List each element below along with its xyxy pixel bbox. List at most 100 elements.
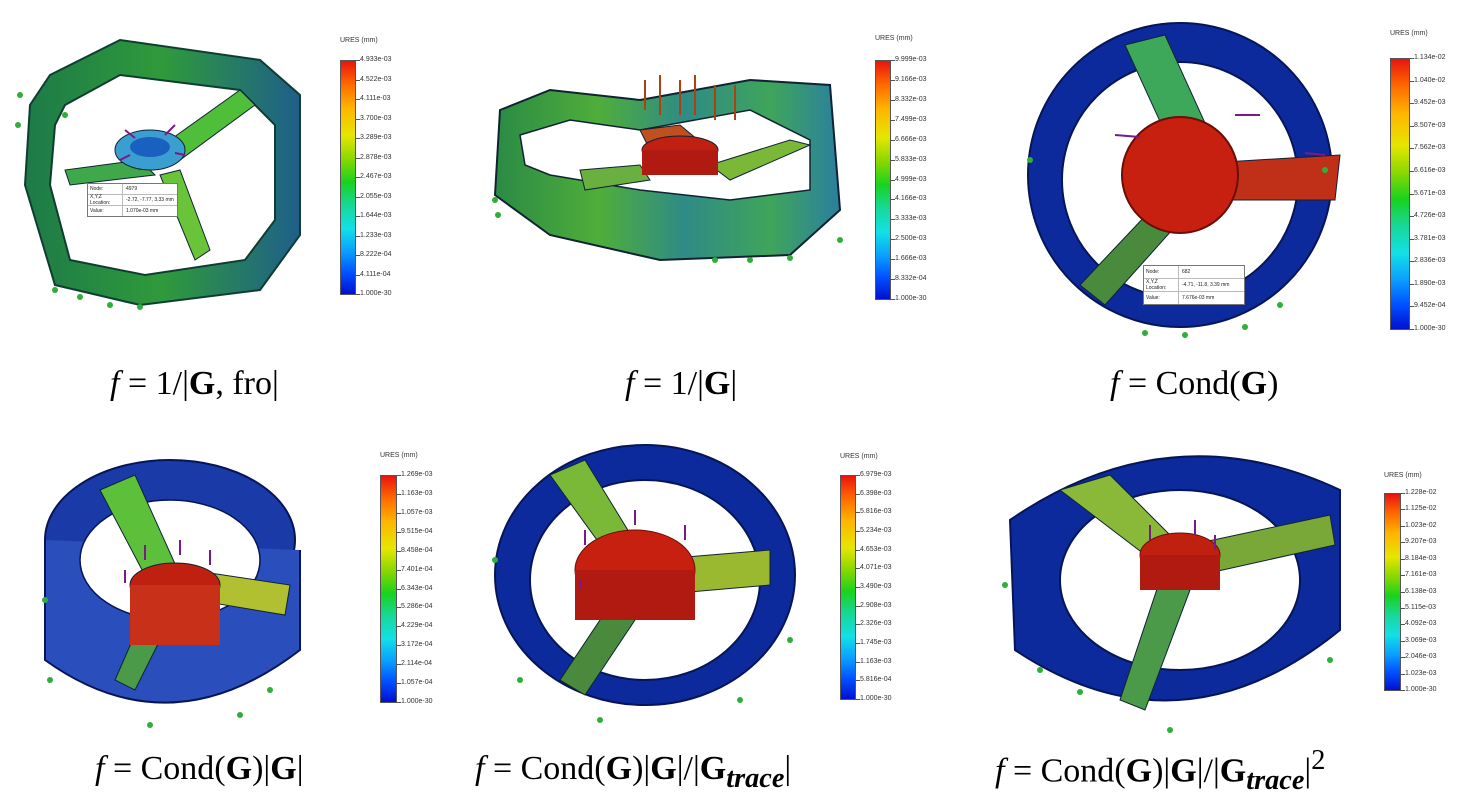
colorbar-tick-label: 5.671e-03 [1414, 189, 1446, 197]
caption-5: f = Cond(G)|G|/|Gtrace| [475, 750, 791, 795]
colorbar-tick-label: 5.816e-04 [860, 676, 892, 684]
node-tooltip: Node: 682 X,Y,Z Location: -4.71, -11.8, 3.… [1143, 265, 1245, 305]
colorbar-tick-label: 7.161e-03 [1405, 571, 1437, 579]
fea-model-6 [1002, 455, 1341, 733]
colorbar-tick-label: 5.816e-03 [860, 508, 892, 516]
colorbar-tick-mark [856, 661, 860, 663]
colorbar-tick-label: 4.726e-03 [1414, 212, 1446, 220]
colorbar-tick-mark [891, 60, 895, 61]
colorbar-tick-mark [356, 255, 360, 256]
fea-model-3 [1027, 22, 1341, 338]
colorbar-tick-mark [891, 299, 895, 300]
colorbar-tick-label: 2.878e-03 [360, 153, 392, 161]
colorbar-tick-mark [1401, 558, 1405, 560]
colorbar-tick-mark [1401, 575, 1405, 577]
colorbar-tick-mark [891, 219, 895, 221]
colorbar-tick-mark [1401, 591, 1405, 593]
tooltip-location-label: X,Y,Z Location: [88, 194, 123, 206]
colorbar-tick-mark [1401, 624, 1405, 626]
colorbar-tick-label: 5.115e-03 [1405, 603, 1437, 611]
caption-3: f = Cond(G) [1110, 365, 1278, 403]
colorbar-tick-label: 6.616e-03 [1414, 166, 1446, 174]
colorbar-tick-label: 1.666e-03 [895, 255, 927, 263]
colorbar-tick-mark [1410, 238, 1414, 240]
colorbar-tick-label: 1.057e-04 [401, 679, 433, 687]
caption-text: )| [1152, 752, 1171, 790]
colorbar-tick-mark [1410, 261, 1414, 263]
colorbar-title: URES (mm) [340, 37, 378, 44]
caption-bold-g: G [650, 750, 677, 787]
colorbar-tick-label: 3.490e-03 [860, 583, 892, 590]
colorbar-tick-mark [356, 235, 360, 237]
colorbar-tick-mark [397, 664, 401, 666]
panel-5: URES (mm) 6.979e-03 6.398e-03 5.816e-03 5.2… [490, 420, 980, 810]
colorbar-tick-label: 1.000e-30 [1405, 686, 1437, 693]
colorbar-tick-label: 5.833e-03 [895, 155, 927, 163]
colorbar-tick-mark [397, 588, 401, 590]
caption-bold-g: G [1125, 752, 1153, 790]
colorbar-tick-mark [397, 702, 401, 703]
caption-f: f [95, 750, 105, 787]
colorbar-tick-label: 8.184e-03 [1405, 554, 1437, 562]
fea-model-5 [492, 444, 796, 723]
colorbar-tick-label: 1.134e-02 [1414, 54, 1446, 61]
caption-6: f = Cond(G)|G|/|Gtrace|2 [995, 745, 1325, 797]
colorbar-tick-label: 6.343e-04 [401, 584, 433, 592]
colorbar-tick-label: 7.401e-04 [401, 565, 433, 573]
colorbar [1384, 493, 1401, 691]
colorbar-tick-label: 1.000e-30 [860, 695, 892, 702]
colorbar-tick-mark [1401, 690, 1405, 691]
colorbar-tick-mark [397, 475, 401, 476]
colorbar-tick-label: 4.111e-04 [360, 270, 391, 278]
tooltip-location-label: X,Y,Z Location: [1144, 279, 1179, 291]
colorbar-tick-label: 2.055e-03 [360, 192, 392, 200]
caption-f: f [1110, 365, 1120, 402]
fea-model-2 [492, 75, 843, 263]
colorbar-tick-mark [1410, 170, 1414, 172]
colorbar-tick-mark [397, 607, 401, 609]
caption-text: = 1/| [642, 365, 704, 402]
colorbar-tick-mark [891, 279, 895, 281]
colorbar-tick-mark [397, 626, 401, 628]
colorbar-tick-label: 5.234e-03 [860, 527, 892, 534]
colorbar-tick-mark [1401, 673, 1405, 675]
caption-text: |/| [676, 750, 700, 787]
colorbar-tick-label: 9.207e-03 [1405, 538, 1437, 546]
caption-text: fro| [232, 365, 279, 402]
colorbar-tick-mark [356, 60, 360, 61]
colorbar-tick-label: 7.562e-03 [1414, 144, 1446, 152]
colorbar-tick-label: 1.000e-30 [895, 295, 927, 302]
colorbar-tick-label: 8.458e-04 [401, 546, 433, 554]
caption-text: = Cond( [1127, 365, 1241, 402]
colorbar-tick-mark [891, 239, 895, 241]
colorbar-tick-mark [356, 177, 360, 178]
caption-text: | [784, 750, 792, 787]
panel-3: Node: 682 X,Y,Z Location: -4.71, -11.8, 3.… [980, 0, 1468, 420]
colorbar-tick-label: 9.166e-03 [895, 75, 927, 83]
colorbar-tick-mark [1410, 148, 1414, 150]
colorbar-tick-mark [856, 475, 860, 476]
caption-subscript: trace [726, 762, 785, 794]
tooltip-value-value: 7.676e-03 mm [1182, 295, 1215, 301]
caption-1: f = 1/|G, fro| [110, 365, 279, 403]
colorbar [380, 475, 397, 703]
colorbar-tick-label: 1.000e-30 [1414, 325, 1446, 332]
colorbar-tick-mark [891, 139, 895, 141]
caption-text: | [296, 750, 304, 787]
tooltip-value-label: Value: [1144, 292, 1179, 304]
caption-text: = 1/| [127, 365, 189, 402]
colorbar-tick-mark [356, 79, 360, 81]
caption-bold-g: G [699, 750, 727, 787]
colorbar-tick-mark [1410, 58, 1414, 59]
colorbar-tick-label: 6.398e-03 [860, 489, 892, 497]
caption-text: | [730, 365, 738, 402]
colorbar-tick-mark [397, 531, 401, 533]
caption-text: = Cond( [1012, 752, 1126, 790]
caption-text: )| [632, 750, 651, 787]
colorbar-title: URES (mm) [840, 453, 878, 460]
caption-bold-g: G [188, 365, 216, 402]
caption-bold-g: G [270, 750, 297, 787]
colorbar-tick-label: 1.163e-03 [401, 489, 433, 497]
colorbar-tick-mark [397, 683, 401, 685]
colorbar-tick-mark [1410, 125, 1414, 127]
